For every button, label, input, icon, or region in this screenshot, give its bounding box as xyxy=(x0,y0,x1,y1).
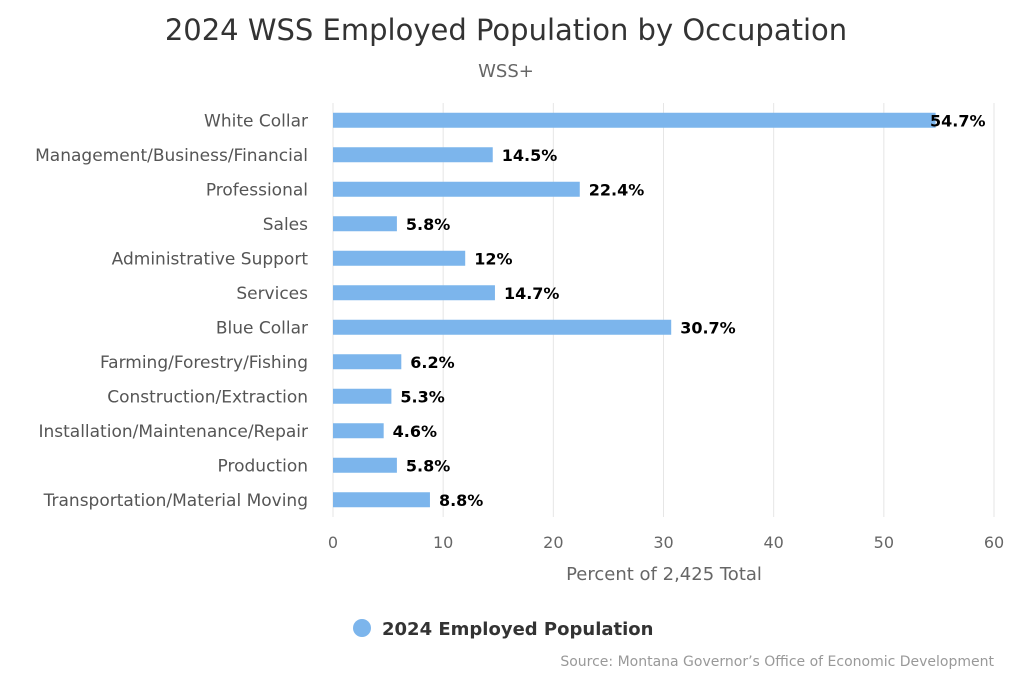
data-label: 14.7% xyxy=(504,284,560,303)
data-label: 54.7% xyxy=(930,111,986,130)
x-tick-label: 0 xyxy=(328,533,338,552)
data-label: 6.2% xyxy=(410,353,454,372)
bar[interactable] xyxy=(333,423,384,439)
x-axis-ticks: 0 10 20 30 40 50 60 xyxy=(328,533,1004,552)
data-label: 5.8% xyxy=(406,215,450,234)
data-label: 4.6% xyxy=(393,422,437,441)
data-label: 30.7% xyxy=(680,318,736,337)
legend[interactable]: 2024 Employed Population xyxy=(353,619,653,640)
bar[interactable] xyxy=(333,492,430,508)
category-label: Transportation/Material Moving xyxy=(43,491,308,511)
bar[interactable] xyxy=(333,354,402,370)
bar[interactable] xyxy=(333,112,936,128)
x-tick-label: 20 xyxy=(543,533,563,552)
chart-subtitle: WSS+ xyxy=(478,61,534,82)
bar[interactable] xyxy=(333,250,466,266)
category-label: Administrative Support xyxy=(112,249,309,269)
category-label: Blue Collar xyxy=(216,318,308,338)
bar[interactable] xyxy=(333,388,392,404)
data-label: 8.8% xyxy=(439,491,483,510)
bar[interactable] xyxy=(333,147,493,163)
category-label: Construction/Extraction xyxy=(107,387,308,407)
data-label: 14.5% xyxy=(502,146,558,165)
category-label: Sales xyxy=(263,215,308,235)
category-labels: White Collar Management/Business/Financia… xyxy=(35,111,308,511)
category-label: Production xyxy=(218,456,308,476)
bar[interactable] xyxy=(333,285,495,301)
legend-marker[interactable] xyxy=(353,619,371,637)
data-label: 22.4% xyxy=(589,180,645,199)
data-label: 5.3% xyxy=(400,387,444,406)
chart-title: 2024 WSS Employed Population by Occupati… xyxy=(165,13,847,47)
category-label: Installation/Maintenance/Repair xyxy=(38,422,308,442)
bar[interactable] xyxy=(333,181,580,197)
category-label: White Collar xyxy=(204,111,308,131)
x-tick-label: 50 xyxy=(874,533,894,552)
source-credit[interactable]: Source: Montana Governor’s Office of Eco… xyxy=(560,654,994,670)
bars xyxy=(333,112,936,508)
category-label: Professional xyxy=(206,180,308,200)
legend-label[interactable]: 2024 Employed Population xyxy=(382,619,653,640)
data-label: 5.8% xyxy=(406,456,450,475)
data-label: 12% xyxy=(474,249,512,268)
grid-lines xyxy=(332,103,995,517)
x-tick-label: 10 xyxy=(433,533,453,552)
bar[interactable] xyxy=(333,457,397,473)
x-tick-label: 40 xyxy=(763,533,783,552)
bar[interactable] xyxy=(333,216,397,232)
x-tick-label: 30 xyxy=(653,533,673,552)
category-label: Farming/Forestry/Fishing xyxy=(100,353,308,373)
data-labels: 54.7% 14.5% 22.4% 5.8% 12% 14.7% 30.7% 6.2% 5.3%… xyxy=(393,111,986,510)
x-axis-title: Percent of 2,425 Total xyxy=(566,564,762,585)
bar[interactable] xyxy=(333,319,672,335)
category-label: Management/Business/Financial xyxy=(35,146,308,166)
x-tick-label: 60 xyxy=(984,533,1004,552)
category-label: Services xyxy=(236,284,308,304)
